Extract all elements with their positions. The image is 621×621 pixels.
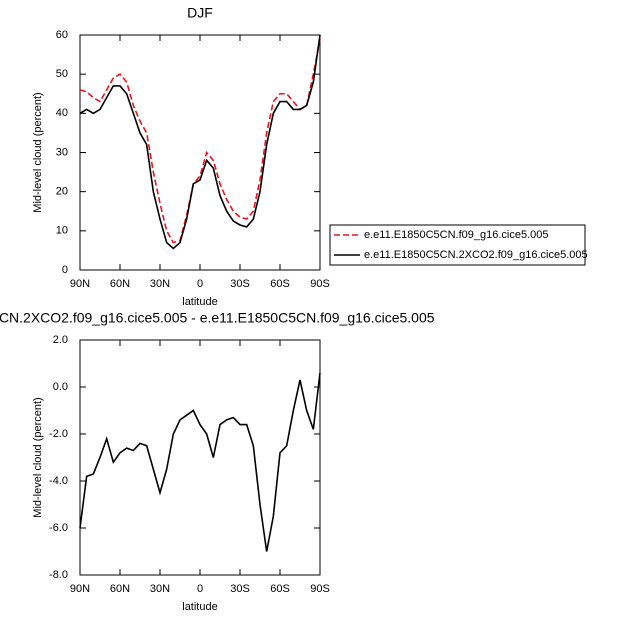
x-tick-label: 90S xyxy=(310,278,330,290)
x-tick-label: 60N xyxy=(110,583,130,595)
y-tick-label: 30 xyxy=(56,146,68,158)
x-tick-label: 60S xyxy=(270,278,290,290)
x-tick-label: 90S xyxy=(310,583,330,595)
chart-title: 50C5CN.2XCO2.f09_g16.cice5.005 - e.e11.E… xyxy=(0,310,435,326)
legend-box xyxy=(329,224,586,266)
y-tick-label: 20 xyxy=(56,186,68,198)
y-tick-label: 50 xyxy=(56,68,68,80)
y-tick-label: 40 xyxy=(56,107,68,119)
x-tick-label: 60N xyxy=(110,278,130,290)
plot-frame xyxy=(79,34,321,271)
legend-label: e.e11.E1850C5CN.f09_g16.cice5.005 xyxy=(364,229,549,241)
data-line xyxy=(79,372,321,552)
x-tick-label: 90N xyxy=(70,278,90,290)
x-tick-label: 0 xyxy=(197,583,203,595)
y-axis-label: Mid-level cloud (percent) xyxy=(32,397,44,517)
plot-frame xyxy=(79,339,321,576)
y-tick-label: -6.0 xyxy=(49,522,68,534)
y-tick-label: -8.0 xyxy=(49,569,68,581)
y-tick-label: -2.0 xyxy=(49,428,68,440)
x-tick-label: 30S xyxy=(230,583,250,595)
legend-label: e.e11.E1850C5CN.2XCO2.f09_g16.cice5.005 xyxy=(364,249,588,261)
x-tick-label: 30N xyxy=(150,278,170,290)
x-tick-label: 30S xyxy=(230,278,250,290)
y-tick-label: -4.0 xyxy=(49,475,68,487)
x-tick-label: 30N xyxy=(150,583,170,595)
y-tick-label: 2.0 xyxy=(53,334,68,346)
y-axis-label: Mid-level cloud (percent) xyxy=(32,92,44,212)
y-tick-label: 0.0 xyxy=(53,381,68,393)
chart-title: DJF xyxy=(187,5,213,21)
x-axis-label: latitude xyxy=(182,296,217,308)
x-tick-label: 90N xyxy=(70,583,90,595)
y-tick-label: 10 xyxy=(56,225,68,237)
x-tick-label: 0 xyxy=(197,278,203,290)
data-line xyxy=(79,38,321,244)
x-axis-label: latitude xyxy=(182,601,217,613)
x-tick-label: 60S xyxy=(270,583,290,595)
y-tick-label: 0 xyxy=(62,264,68,276)
y-tick-label: 60 xyxy=(56,29,68,41)
data-line xyxy=(79,34,321,250)
